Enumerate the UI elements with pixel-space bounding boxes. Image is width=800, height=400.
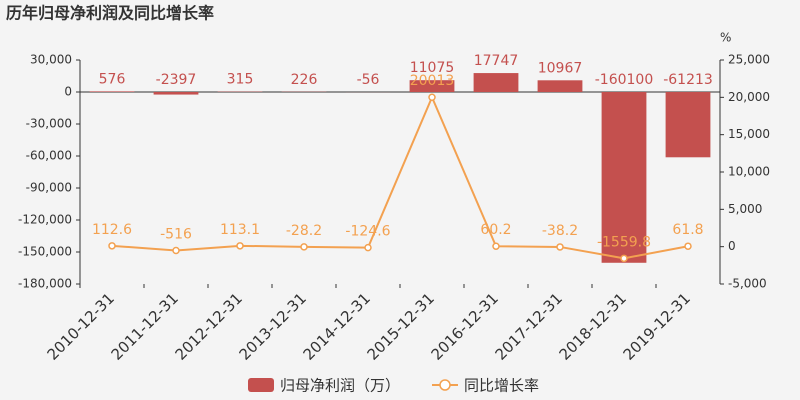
bar [601,92,647,263]
line-value-label: 113.1 [220,222,260,238]
bar-value-label: -160100 [595,72,654,88]
line-value-label: 112.6 [92,222,132,238]
line [111,94,689,260]
line-point [620,254,628,263]
line-point [364,243,372,252]
x-tick-label: 2012-12-31 [172,289,246,363]
line-value-label: 61.8 [672,222,703,238]
line-point [300,243,308,251]
line-value-label: -28.2 [286,223,322,239]
bar-value-label: -61213 [663,72,713,88]
x-tick-label: 2014-12-31 [300,289,374,363]
y-tick-label: -30,000 [26,117,72,131]
bar-value-label: 10967 [538,60,583,76]
y2-tick-label: 5,000 [728,202,762,216]
legend-item: 同比增长率 [432,377,539,395]
x-tick-label: 2018-12-31 [556,289,630,363]
line-value-label: -516 [160,227,192,243]
x-tick-label: 2015-12-31 [364,289,438,363]
y-tick-label: -180,000 [18,277,72,291]
line-point [492,242,500,250]
bar [665,92,711,158]
y-tick-label: 30,000 [30,53,72,67]
y2-tick-label: 25,000 [728,53,770,67]
y2-tick-label: 15,000 [728,127,770,141]
line-value-label: -1559.8 [597,234,651,250]
x-tick-label: 2019-12-31 [620,289,694,363]
line-value-label: 60.2 [480,222,511,238]
x-tick-label: 2017-12-31 [492,289,566,363]
x-tick-label: 2016-12-31 [428,289,502,363]
line-point [684,242,692,250]
y2-tick-label: 0 [728,239,736,253]
bar-value-label: -56 [357,72,380,88]
x-tick-label: 2013-12-31 [236,289,310,363]
legend-label: 归母净利润（万） [280,377,400,395]
line-point [556,243,564,251]
y2-axis-label: % [720,31,731,45]
x-tick-label: 2011-12-31 [108,289,182,363]
line-point [428,93,436,101]
y-tick-label: -120,000 [18,213,72,227]
x-tick-label: 2010-12-31 [44,289,118,363]
y2-tick-label: -5,000 [728,277,767,291]
line-point [236,242,244,250]
bar-value-label: 17747 [474,53,519,69]
line-value-label: 20013 [410,73,455,89]
bar [153,92,199,95]
y2-tick-label: 10,000 [728,165,770,179]
bar [473,73,519,92]
legend-label: 同比增长率 [464,377,539,395]
line-value-label: -38.2 [542,223,578,239]
legend-swatch-point [439,379,451,391]
bar [537,80,583,92]
y-tick-label: -90,000 [26,181,72,195]
bar-value-label: 576 [99,71,126,87]
legend-swatch [248,378,274,392]
line-value-label: -124.6 [345,224,390,240]
chart-title: 历年归母净利润及同比增长率 [6,4,214,23]
y-tick-label: -60,000 [26,149,72,163]
y-tick-label: -150,000 [18,245,72,259]
bar-value-label: 11075 [410,60,455,76]
line-point [172,246,180,255]
bar-value-label: 315 [227,72,254,88]
bar-value-label: -2397 [156,72,197,88]
bar-value-label: 226 [291,72,318,88]
line-point [108,242,116,250]
y2-tick-label: 20,000 [728,90,770,104]
legend-item: 归母净利润（万） [248,377,400,395]
bar [409,80,455,92]
y-tick-label: 0 [64,85,72,99]
bar [89,91,135,92]
